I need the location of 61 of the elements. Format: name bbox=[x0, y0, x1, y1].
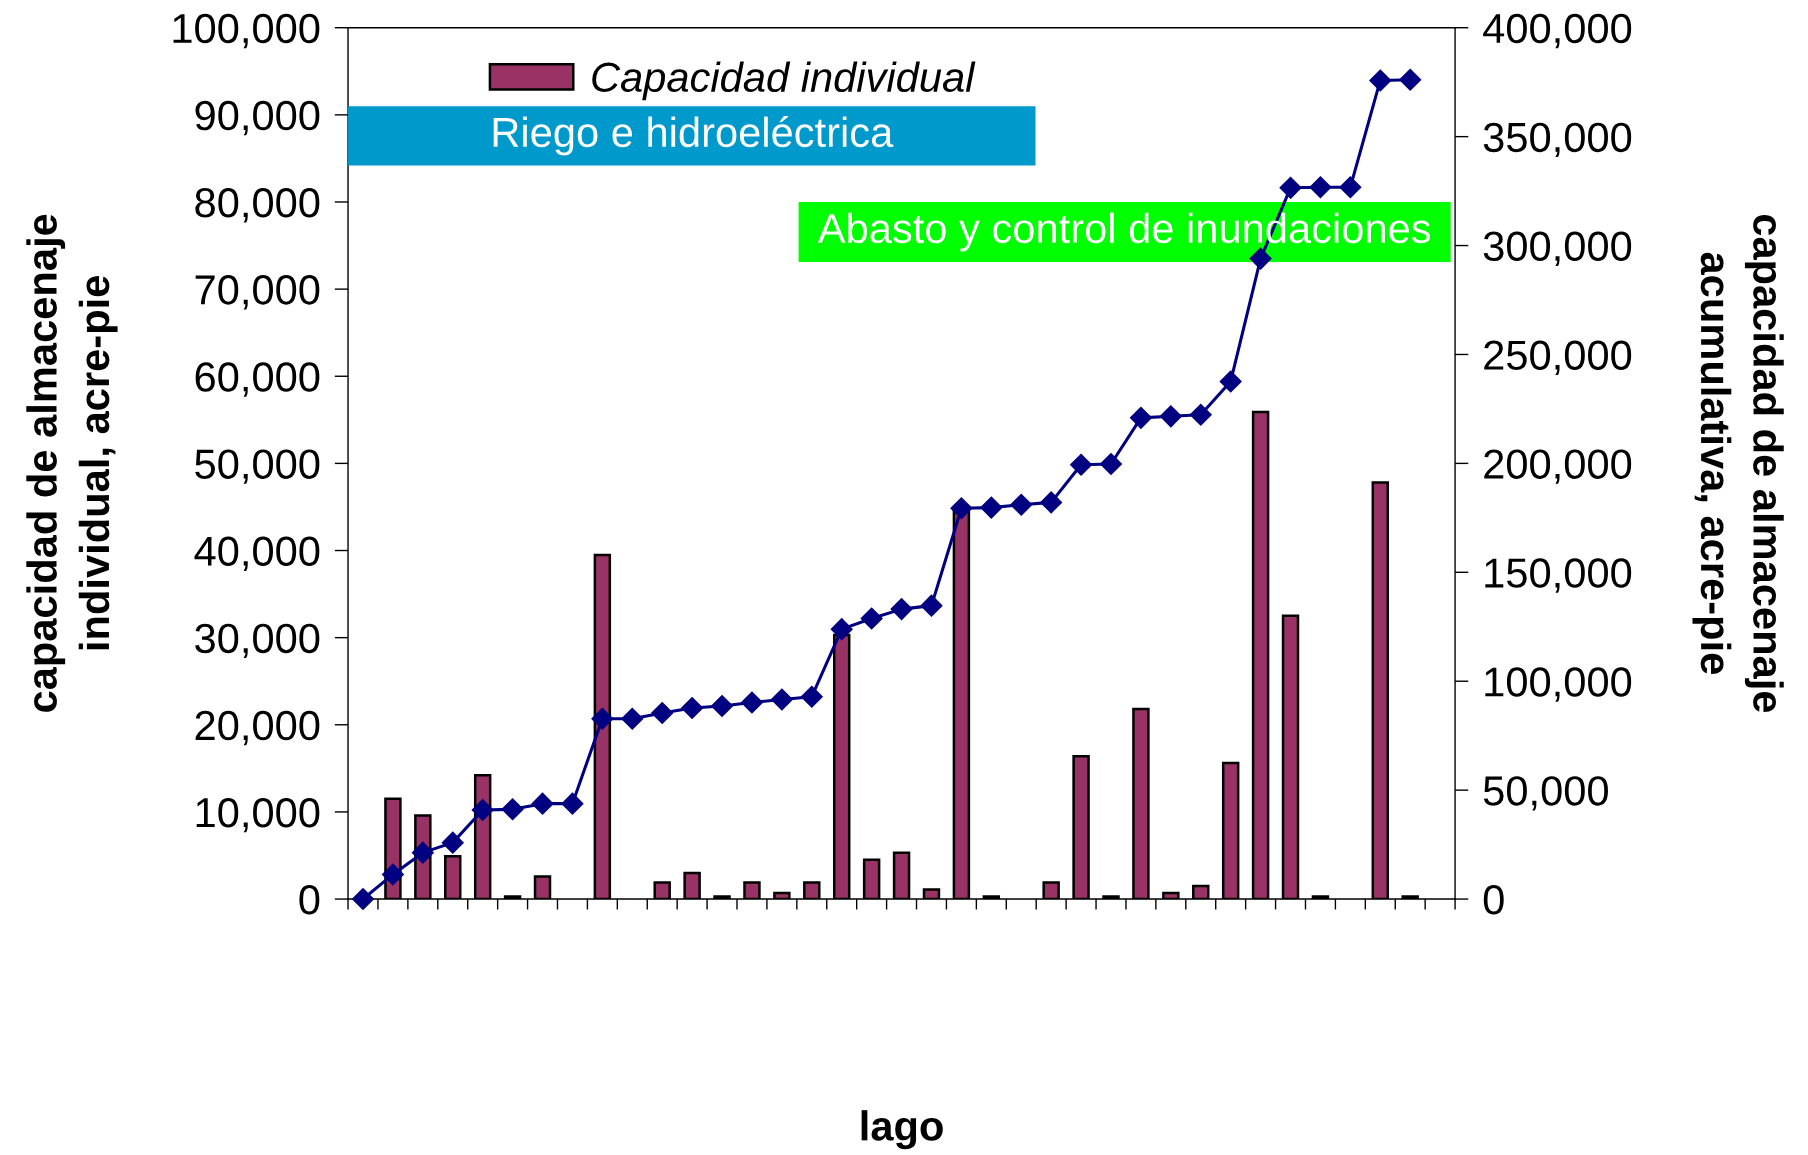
y2-tick-label: 400,000 bbox=[1483, 13, 1632, 49]
annotation: Riego e hidroeléctrica bbox=[493, 116, 894, 156]
point bbox=[1070, 453, 1093, 476]
point bbox=[980, 496, 1003, 519]
y-tick-label: 30,000 bbox=[195, 623, 320, 659]
point bbox=[441, 831, 464, 854]
y-tick-label: 40,000 bbox=[194, 536, 320, 571]
point bbox=[1099, 453, 1123, 476]
point bbox=[381, 863, 404, 886]
y-tick-label: 80,000 bbox=[195, 187, 320, 223]
point bbox=[1339, 176, 1362, 199]
point bbox=[1249, 247, 1272, 270]
point bbox=[651, 702, 674, 725]
point bbox=[800, 685, 823, 708]
y-tick-label: 60,000 bbox=[195, 362, 320, 397]
point bbox=[1219, 370, 1242, 393]
point bbox=[920, 594, 943, 617]
x-axis-title: lago bbox=[861, 1110, 943, 1150]
point bbox=[621, 707, 644, 730]
point bbox=[770, 688, 793, 711]
point bbox=[561, 792, 584, 815]
y2-tick-label: 150,000 bbox=[1485, 558, 1632, 593]
point bbox=[531, 792, 554, 815]
point bbox=[711, 695, 734, 718]
point bbox=[591, 707, 614, 730]
point bbox=[411, 841, 434, 864]
point bbox=[681, 697, 704, 720]
point bbox=[471, 798, 494, 821]
y2-axis-title: capacidad de almacenaje acumulativa, acre-pie bbox=[1692, 214, 1784, 713]
y-tick-label: 90,000 bbox=[195, 100, 320, 136]
y2-tick-label: 50,000 bbox=[1483, 776, 1608, 811]
y2-tick-label: 200,000 bbox=[1484, 449, 1632, 484]
y-tick-label: 0 bbox=[299, 885, 320, 915]
y2-tick-label: 250,000 bbox=[1484, 340, 1632, 375]
point bbox=[1369, 69, 1392, 92]
y-tick-label: 70,000 bbox=[195, 275, 320, 310]
point bbox=[1279, 176, 1302, 199]
point bbox=[950, 497, 973, 520]
point bbox=[1010, 493, 1033, 516]
point bbox=[830, 618, 853, 641]
y2-tick-label: 100,000 bbox=[1485, 667, 1632, 702]
y2-tick-label: 300,000 bbox=[1483, 231, 1632, 266]
y-axis-title: capacidad de almacenaje individual, acre-pie bbox=[26, 214, 118, 712]
y-tick-label: 100,000 bbox=[173, 13, 320, 49]
y-tick-label: 20,000 bbox=[195, 710, 320, 746]
point bbox=[1309, 176, 1332, 199]
point bbox=[860, 607, 883, 630]
point bbox=[740, 691, 763, 714]
y2-tick-label: 0 bbox=[1483, 885, 1504, 915]
point bbox=[351, 888, 375, 911]
point bbox=[1129, 406, 1152, 429]
y-tick-label: 50,000 bbox=[195, 449, 320, 484]
point bbox=[1040, 491, 1063, 514]
y2-tick-label: 350,000 bbox=[1483, 122, 1632, 158]
point bbox=[1159, 405, 1182, 428]
point bbox=[501, 798, 524, 821]
point bbox=[1189, 403, 1212, 426]
point bbox=[1399, 68, 1422, 91]
point bbox=[890, 598, 913, 621]
y-tick-label: 10,000 bbox=[196, 797, 320, 833]
legend-label: Capacidad individual bbox=[592, 61, 976, 101]
